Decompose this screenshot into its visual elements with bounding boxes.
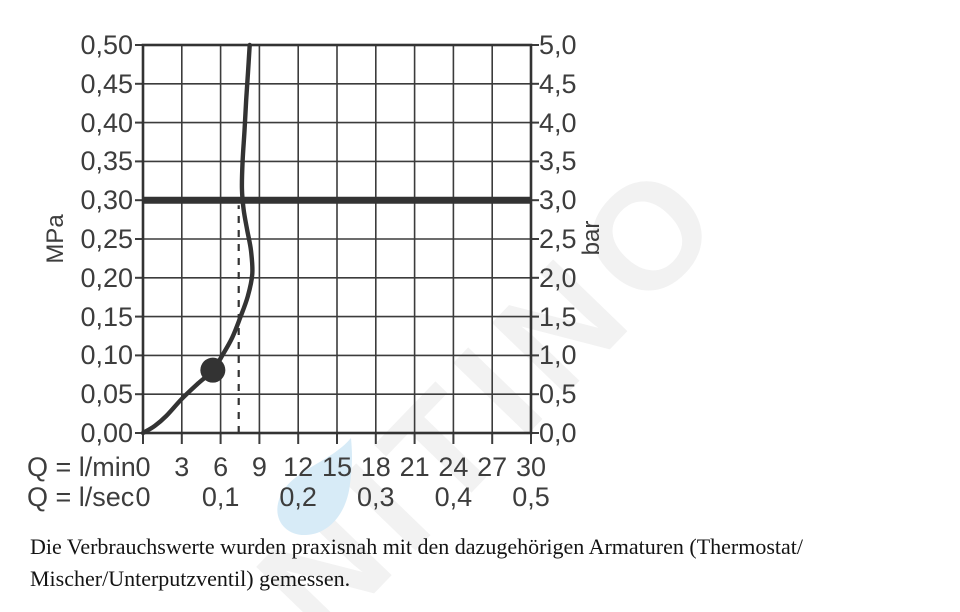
caption: Die Verbrauchswerte wurden praxisnah mit… xyxy=(30,531,940,595)
caption-line-2: Mischer/Unterputzventil) gemessen. xyxy=(30,566,351,591)
plot-border xyxy=(141,43,533,435)
caption-line-1: Die Verbrauchswerte wurden praxisnah mit… xyxy=(30,534,803,559)
curve-marker-point xyxy=(200,357,226,383)
flow-curve xyxy=(141,42,255,436)
